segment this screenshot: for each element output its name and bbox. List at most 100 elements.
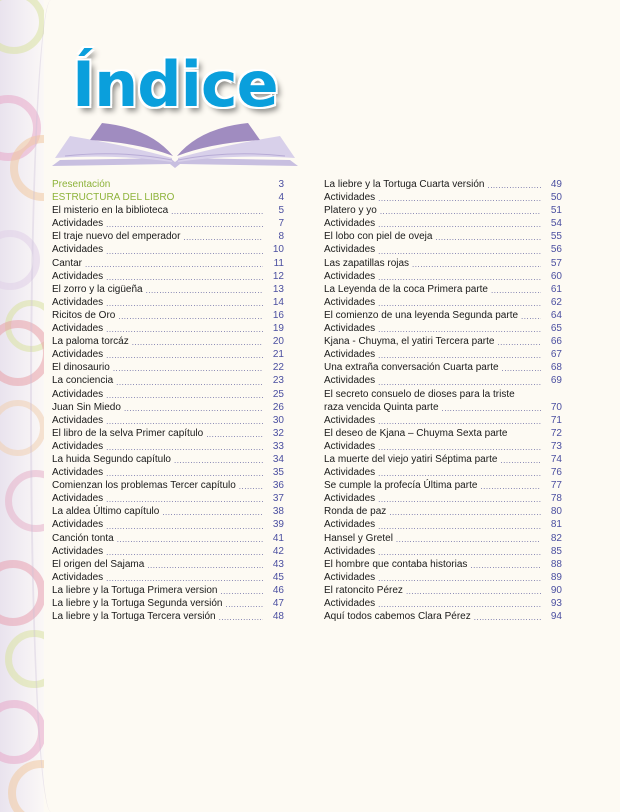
toc-entry[interactable]: Comienzan los problemas Tercer capítulo 3…: [52, 479, 284, 492]
toc-entry[interactable]: Actividades 39: [52, 518, 284, 531]
toc-page-number: 54: [550, 218, 562, 230]
toc-page-number: 33: [272, 440, 284, 452]
toc-entry[interactable]: La conciencia 23: [52, 374, 284, 387]
toc-entry-title: Actividades: [52, 244, 104, 256]
toc-entry[interactable]: Actividades 12: [52, 270, 284, 283]
toc-entry[interactable]: Actividades 62: [324, 296, 562, 309]
toc-entry[interactable]: Actividades 19: [52, 322, 284, 335]
toc-page-number: 61: [550, 283, 562, 295]
toc-entry[interactable]: La liebre y la Tortuga Cuarta versión 49: [324, 178, 562, 191]
toc-entry[interactable]: Actividades 37: [52, 492, 284, 505]
toc-entry[interactable]: El dinosaurio 22: [52, 361, 284, 374]
toc-entry[interactable]: El ratoncito Pérez 90: [324, 584, 562, 597]
toc-entry[interactable]: Actividades 33: [52, 440, 284, 453]
toc-entry[interactable]: Actividades 10: [52, 243, 284, 256]
toc-entry[interactable]: El lobo con piel de oveja 55: [324, 230, 562, 243]
dot-leader: [380, 206, 541, 217]
toc-entry[interactable]: El libro de la selva Primer capítulo 32: [52, 427, 284, 440]
toc-entry[interactable]: Juan Sin Miedo 26: [52, 401, 284, 414]
toc-entry-title: Actividades: [324, 296, 376, 308]
toc-entry-title: Actividades: [52, 296, 104, 308]
toc-page-number: 73: [550, 440, 562, 452]
toc-entry[interactable]: Actividades 73: [324, 440, 562, 453]
toc-page-number: 26: [272, 401, 284, 413]
toc-entry[interactable]: Cantar 11: [52, 257, 284, 270]
toc-entry[interactable]: Platero y yo 51: [324, 204, 562, 217]
toc-entry[interactable]: La liebre y la Tortuga Tercera versión 48: [52, 610, 284, 623]
toc-entry[interactable]: Actividades 56: [324, 243, 562, 256]
toc-page-number: 62: [550, 296, 562, 308]
toc-entry[interactable]: Actividades 78: [324, 492, 562, 505]
toc-entry[interactable]: Actividades 67: [324, 348, 562, 361]
dot-leader: [106, 246, 263, 257]
toc-entry[interactable]: La Leyenda de la coca Primera parte 61: [324, 283, 562, 296]
toc-entry[interactable]: Actividades 7: [52, 217, 284, 230]
toc-entry-title: Actividades: [324, 493, 376, 505]
toc-entry[interactable]: El origen del Sajama 43: [52, 558, 284, 571]
toc-entry[interactable]: Se cumple la profecía Última parte 77: [324, 479, 562, 492]
toc-entry[interactable]: Actividades 76: [324, 466, 562, 479]
toc-entry[interactable]: Presentación 3: [52, 178, 284, 191]
toc-entry[interactable]: Actividades 21: [52, 348, 284, 361]
toc-entry[interactable]: Aquí todos cabemos Clara Pérez 94: [324, 610, 562, 623]
toc-entry[interactable]: El hombre que contaba historias 88: [324, 558, 562, 571]
toc-entry[interactable]: Actividades 14: [52, 296, 284, 309]
toc-entry-title: Actividades: [324, 218, 376, 230]
toc-page-number: 7: [278, 218, 284, 230]
toc-entry-title: El hombre que contaba historias: [324, 558, 468, 570]
toc-entry[interactable]: Actividades 89: [324, 571, 562, 584]
toc-entry[interactable]: Kjana - Chuyma, el yatiri Tercera parte 6…: [324, 335, 562, 348]
toc-entry[interactable]: Actividades 30: [52, 414, 284, 427]
toc-entry[interactable]: La liebre y la Tortuga Primera version 46: [52, 584, 284, 597]
toc-entry[interactable]: Ronda de paz 80: [324, 505, 562, 518]
toc-entry[interactable]: Actividades 69: [324, 374, 562, 387]
toc-entry[interactable]: Actividades 50: [324, 191, 562, 204]
toc-entry[interactable]: La huida Segundo capítulo 34: [52, 453, 284, 466]
toc-entry[interactable]: El misterio en la biblioteca 5: [52, 204, 284, 217]
toc-entry[interactable]: La aldea Último capítulo 38: [52, 505, 284, 518]
toc-page-number: 21: [272, 349, 284, 361]
toc-entry[interactable]: Actividades 85: [324, 545, 562, 558]
toc-entry[interactable]: Canción tonta 41: [52, 532, 284, 545]
toc-entry[interactable]: Actividades 45: [52, 571, 284, 584]
dot-leader: [378, 573, 541, 584]
toc-entry-title: Cantar: [52, 257, 83, 269]
toc-entry[interactable]: raza vencida Quinta parte 70: [324, 401, 562, 414]
toc-page-number: 8: [278, 231, 284, 243]
dot-leader: [378, 272, 541, 283]
dot-leader: [147, 560, 263, 571]
toc-entry-title: El dinosaurio: [52, 362, 110, 374]
toc-entry[interactable]: Una extraña conversación Cuarta parte 68: [324, 361, 562, 374]
toc-entry[interactable]: El comienzo de una leyenda Segunda parte…: [324, 309, 562, 322]
toc-entry[interactable]: Actividades 35: [52, 466, 284, 479]
toc-entry[interactable]: Actividades 81: [324, 518, 562, 531]
toc-entry-title: Actividades: [52, 545, 104, 557]
toc-page-number: 35: [272, 467, 284, 479]
toc-entry[interactable]: El deseo de Kjana – Chuyma Sexta parte 72: [324, 427, 562, 440]
toc-page-number: 57: [550, 257, 562, 269]
toc-entry[interactable]: Actividades 60: [324, 270, 562, 283]
dot-leader: [106, 390, 263, 401]
dot-leader: [487, 180, 541, 191]
toc-entry[interactable]: La muerte del viejo yatiri Séptima parte…: [324, 453, 562, 466]
toc-entry-title: El ratoncito Pérez: [324, 584, 403, 596]
toc-page-number: 36: [272, 480, 284, 492]
toc-entry[interactable]: Actividades 42: [52, 545, 284, 558]
toc-entry[interactable]: La liebre y la Tortuga Segunda versión 47: [52, 597, 284, 610]
toc-entry[interactable]: Actividades 71: [324, 414, 562, 427]
toc-entry[interactable]: El zorro y la cigüeña 13: [52, 283, 284, 296]
toc-entry[interactable]: Hansel y Gretel 82: [324, 532, 562, 545]
toc-entry[interactable]: La paloma torcáz 20: [52, 335, 284, 348]
decorative-curve: [30, 0, 72, 812]
toc-entry[interactable]: Las zapatillas rojas 57: [324, 257, 562, 270]
toc-entry[interactable]: Actividades 54: [324, 217, 562, 230]
toc-entry-title: Actividades: [324, 414, 376, 426]
toc-entry[interactable]: ESTRUCTURA DEL LIBRO 4: [52, 191, 284, 204]
toc-entry[interactable]: Ricitos de Oro 16: [52, 309, 284, 322]
toc-entry[interactable]: El traje nuevo del emperador 8: [52, 230, 284, 243]
toc-page-number: 69: [550, 375, 562, 387]
dot-leader: [106, 219, 263, 230]
toc-entry[interactable]: Actividades 25: [52, 388, 284, 401]
toc-entry[interactable]: Actividades 93: [324, 597, 562, 610]
toc-entry[interactable]: Actividades 65: [324, 322, 562, 335]
